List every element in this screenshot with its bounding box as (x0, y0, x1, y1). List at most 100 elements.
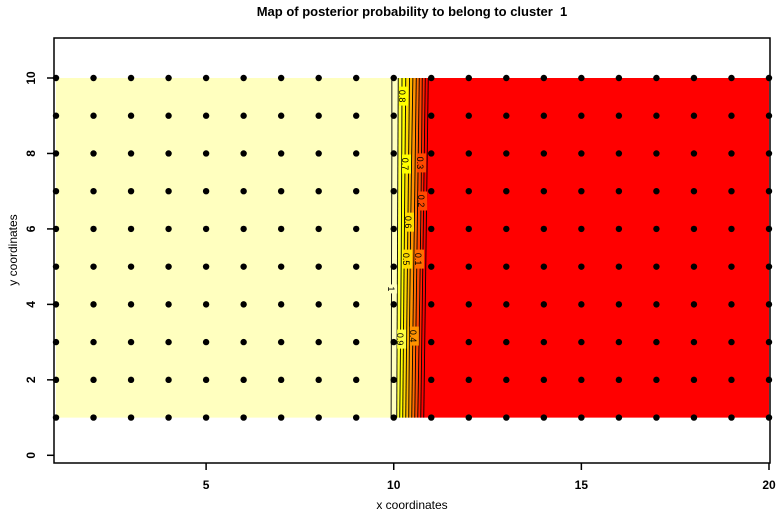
probability-band (391, 78, 399, 418)
grid-dot (503, 301, 510, 308)
grid-dot (240, 376, 247, 384)
grid-dot (202, 112, 210, 119)
grid-dot (540, 112, 548, 119)
grid-dot (728, 187, 735, 195)
grid-dot (578, 150, 585, 157)
contour-label-bg (403, 249, 413, 269)
grid-dot (390, 376, 397, 384)
contour-label: 0.8 (397, 90, 407, 103)
grid-dot (728, 338, 735, 346)
grid-dot (428, 376, 435, 384)
grid-dot (240, 338, 247, 346)
grid-dot (202, 74, 210, 82)
grid-dot (728, 225, 735, 233)
grid-dot (690, 263, 698, 270)
grid-dot (127, 150, 135, 157)
grid-dot (315, 376, 322, 384)
contour-line-0.2 (417, 77, 423, 418)
grid-dot (690, 376, 698, 384)
grid-dot (353, 376, 360, 384)
grid-dot (90, 150, 97, 157)
contour-label-bg (397, 329, 407, 349)
grid-dot (240, 414, 247, 421)
contour-label-group: 0.1 (413, 249, 425, 269)
grid-dot (202, 225, 210, 233)
contour-label-group: 0.4 (408, 326, 419, 346)
grid-dot (315, 112, 322, 119)
y-tick-label: 6 (24, 225, 38, 232)
grid-dot (240, 187, 247, 195)
grid-dot (503, 414, 510, 421)
grid-dot (90, 112, 97, 119)
grid-dot (653, 376, 660, 384)
grid-dot (428, 187, 435, 195)
grid-dot (540, 263, 548, 270)
grid-dot (353, 150, 360, 157)
contour-label-group: 0.7 (400, 154, 411, 174)
grid-dot (653, 187, 660, 195)
contour-label: 0.6 (403, 216, 413, 229)
grid-dot (690, 225, 698, 233)
grid-dot (728, 112, 735, 119)
grid-dot (653, 150, 660, 157)
grid-dot (90, 414, 97, 421)
grid-dot (127, 225, 135, 233)
grid-dot (578, 263, 585, 270)
contour-label-group: 1 (386, 284, 398, 294)
grid-dot (540, 187, 548, 195)
chart-title: Map of posterior probability to belong t… (256, 4, 568, 19)
grid-dot (277, 263, 285, 270)
grid-dot (390, 74, 397, 82)
grid-dot (315, 225, 322, 233)
grid-dot (165, 414, 172, 421)
grid-dot (765, 414, 773, 421)
grid-dot (653, 414, 660, 421)
grid-dot (578, 112, 585, 119)
grid-dot (390, 225, 397, 233)
y-tick-label: 4 (24, 301, 38, 308)
y-tick-label: 0 (24, 452, 38, 459)
contour-label-bg (398, 86, 408, 106)
grid-dot (653, 74, 660, 82)
grid-dot (353, 187, 360, 195)
grid-dot (615, 112, 623, 119)
grid-dot (90, 338, 97, 346)
grid-dot (277, 112, 285, 119)
grid-dot (240, 112, 247, 119)
grid-dot (653, 263, 660, 270)
grid-dot (127, 301, 135, 308)
probability-band (420, 78, 429, 418)
grid-dot (353, 225, 360, 233)
grid-dot (353, 414, 360, 421)
grid-dot (540, 150, 548, 157)
grid-dot (615, 376, 623, 384)
grid-dot (465, 150, 472, 157)
grid-dot (765, 187, 773, 195)
grid-dot (390, 150, 397, 157)
contour-label-group: 0.9 (395, 329, 407, 349)
grid-dot (765, 301, 773, 308)
contour-line-1 (390, 77, 393, 418)
grid-dot (690, 74, 698, 82)
grid-dot (202, 414, 210, 421)
grid-dot (653, 112, 660, 119)
grid-dot (315, 187, 322, 195)
grid-dot (615, 338, 623, 346)
contour-label-group: 0.8 (397, 86, 408, 106)
grid-dot (90, 376, 97, 384)
contour-line-0.3 (414, 77, 420, 418)
grid-dot (465, 112, 472, 119)
grid-dot (127, 263, 135, 270)
grid-dot (428, 150, 435, 157)
contour-label: 0.7 (400, 158, 410, 171)
contour-label-group: 0.2 (416, 191, 428, 211)
grid-dot (465, 376, 472, 384)
grid-dot (465, 187, 472, 195)
grid-dot (690, 414, 698, 421)
grid-dot (353, 74, 360, 82)
contour-label-bg (404, 212, 414, 232)
grid-dot (202, 376, 210, 384)
contour-label: 0.2 (416, 195, 426, 208)
grid-dot (465, 74, 472, 82)
